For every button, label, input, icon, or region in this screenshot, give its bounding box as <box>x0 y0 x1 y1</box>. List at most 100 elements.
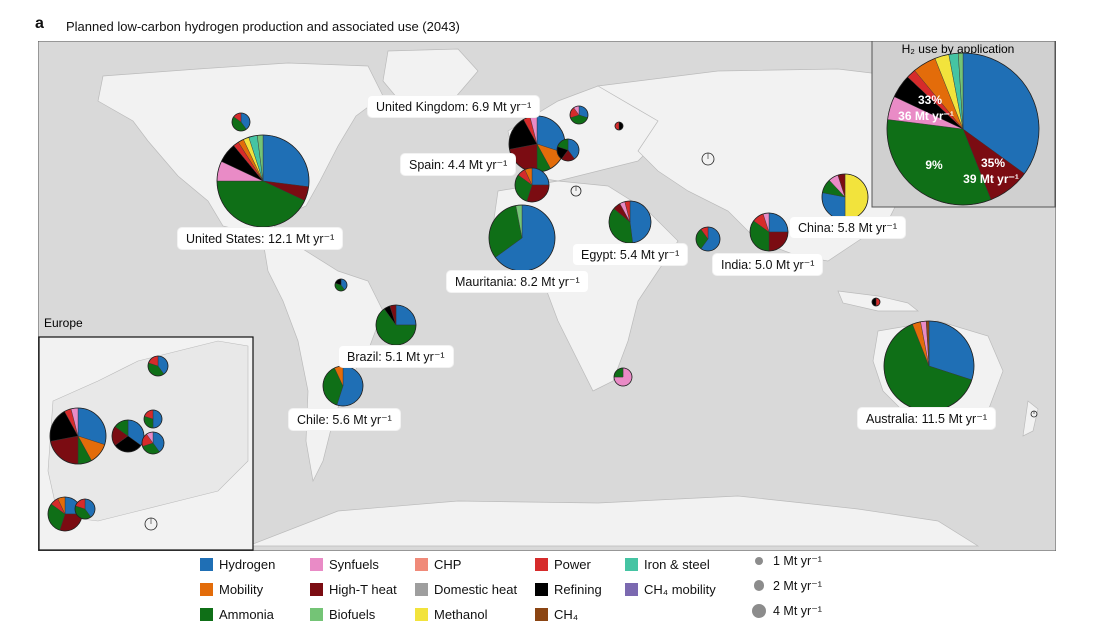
inset-pie-morocco[interactable] <box>144 517 158 531</box>
global-pie[interactable] <box>886 52 1040 206</box>
legend-label: Mobility <box>219 582 264 597</box>
legend-swatch <box>625 583 638 596</box>
legend-label: Ammonia <box>219 607 274 622</box>
legend-swatch <box>200 558 213 571</box>
pie-spain[interactable] <box>514 167 550 203</box>
legend-swatch <box>310 608 323 621</box>
legend-size-1: 1 Mt yr⁻¹ <box>745 553 822 568</box>
legend-item-synfuels: Synfuels <box>310 557 379 572</box>
panel-letter: a <box>35 15 44 32</box>
legend-item-methanol: Methanol <box>415 607 487 622</box>
pie-south-africa[interactable] <box>613 367 633 387</box>
pie-netherlands[interactable] <box>556 138 580 162</box>
inset-pie-norway[interactable] <box>147 355 169 377</box>
pie-united-states[interactable] <box>216 134 310 228</box>
new-zealand-shape <box>1022 400 1039 437</box>
label-mauritania: Mauritania: 8.2 Mt yr⁻¹ <box>447 271 588 292</box>
legend-item-hydrogen: Hydrogen <box>200 557 275 572</box>
legend-item-ch-mobility: CH₄ mobility <box>625 582 716 597</box>
pie-charts: 33% 36 Mt yr⁻¹ 9% 35% 39 Mt yr⁻¹ <box>47 52 1040 532</box>
label-china: China: 5.8 Mt yr⁻¹ <box>790 217 905 238</box>
legend-item-biofuels: Biofuels <box>310 607 375 622</box>
legend-swatch <box>535 583 548 596</box>
legend-label: Refining <box>554 582 602 597</box>
label-brazil: Brazil: 5.1 Mt yr⁻¹ <box>339 346 453 367</box>
pie-finland[interactable] <box>614 121 624 131</box>
legend: Hydrogen Mobility Ammonia Synfuels High-T he… <box>200 554 1080 632</box>
legend-size-label: 2 Mt yr⁻¹ <box>772 579 822 593</box>
label-australia: Australia: 11.5 Mt yr⁻¹ <box>858 408 995 429</box>
label-united-states: United States: 12.1 Mt yr⁻¹ <box>178 228 343 249</box>
legend-item-iron-steel: Iron & steel <box>625 557 710 572</box>
legend-label: CHP <box>434 557 462 572</box>
pie-mauritania[interactable] <box>488 204 556 272</box>
size-circle <box>753 580 765 591</box>
legend-swatch <box>415 558 428 571</box>
inset-label: Europe <box>44 316 83 330</box>
pie-kazakhstan[interactable] <box>701 152 715 166</box>
legend-size-4: 4 Mt yr⁻¹ <box>745 603 822 618</box>
label-chile: Chile: 5.6 Mt yr⁻¹ <box>289 409 400 430</box>
pie-chile[interactable] <box>322 365 364 407</box>
legend-label: Power <box>554 557 591 572</box>
legend-item-refining: Refining <box>535 582 602 597</box>
legend-swatch <box>310 583 323 596</box>
global-pie-hightheat-pct: 9% <box>925 158 943 172</box>
global-pie-hydrogen-pct: 35% <box>981 156 1005 170</box>
antarctica-shape <box>247 495 980 547</box>
legend-swatch <box>535 558 548 571</box>
size-circle <box>755 556 763 565</box>
south-america-shape <box>262 240 384 483</box>
global-pie-hydrogen-value: 39 Mt yr⁻¹ <box>963 172 1019 186</box>
legend-item-power: Power <box>535 557 591 572</box>
pie-china[interactable] <box>821 173 869 221</box>
legend-label: High-T heat <box>329 582 397 597</box>
size-circle <box>752 603 766 618</box>
legend-item-ammonia: Ammonia <box>200 607 274 622</box>
label-spain: Spain: 4.4 Mt yr⁻¹ <box>401 154 516 175</box>
inset-pie-germany[interactable] <box>141 431 165 455</box>
pie-brazil[interactable] <box>375 304 417 346</box>
legend-swatch <box>200 583 213 596</box>
legend-swatch <box>415 608 428 621</box>
legend-item-mobility: Mobility <box>200 582 263 597</box>
legend-swatch <box>310 558 323 571</box>
pie-indonesia[interactable] <box>871 297 881 307</box>
pie-united-kingdom[interactable] <box>508 115 566 173</box>
global-pie-ammonia-pct: 33% <box>918 93 942 107</box>
legend-label: CH₄ mobility <box>644 582 716 597</box>
inset-pie-netherlands[interactable] <box>111 419 145 453</box>
pie-oman[interactable] <box>695 226 721 252</box>
pie-morocco[interactable] <box>570 185 582 197</box>
legend-size-label: 1 Mt yr⁻¹ <box>773 554 822 568</box>
label-egypt: Egypt: 5.4 Mt yr⁻¹ <box>573 244 688 265</box>
pie-egypt[interactable] <box>608 200 652 244</box>
legend-swatch <box>625 558 638 571</box>
inset-pie-spain[interactable] <box>47 496 83 532</box>
pie-india[interactable] <box>749 212 789 252</box>
pie-colombia[interactable] <box>334 278 348 292</box>
legend-size-2: 2 Mt yr⁻¹ <box>745 578 822 593</box>
inset-pie-portugal[interactable] <box>74 498 96 520</box>
pie-new-zealand[interactable] <box>1030 410 1038 418</box>
legend-label: Methanol <box>434 607 488 622</box>
inset-pie-united-kingdom[interactable] <box>49 407 107 465</box>
legend-item-chp: CHP <box>415 557 461 572</box>
legend-label: Domestic heat <box>434 582 518 597</box>
pie-norway[interactable] <box>569 105 589 125</box>
pie-australia[interactable] <box>883 320 975 412</box>
global-pie-title: H₂ use by application <box>902 42 1015 56</box>
inset-pie-denmark[interactable] <box>143 409 163 429</box>
legend-swatch <box>535 608 548 621</box>
label-india: India: 5.0 Mt yr⁻¹ <box>713 254 823 275</box>
legend-label: Iron & steel <box>644 557 710 572</box>
legend-label: CH₄ <box>554 607 579 622</box>
global-pie-ammonia-value: 36 Mt yr⁻¹ <box>898 109 954 123</box>
legend-item-domestic-heat: Domestic heat <box>415 582 517 597</box>
label-united-kingdom: United Kingdom: 6.9 Mt yr⁻¹ <box>368 96 540 117</box>
legend-label: Hydrogen <box>219 557 276 572</box>
pie-canada[interactable] <box>231 112 251 132</box>
legend-item-ch-: CH₄ <box>535 607 578 622</box>
legend-size-label: 4 Mt yr⁻¹ <box>773 604 822 618</box>
world-map[interactable]: Europe H₂ use by application 33% 36 Mt yr… <box>38 41 1056 551</box>
